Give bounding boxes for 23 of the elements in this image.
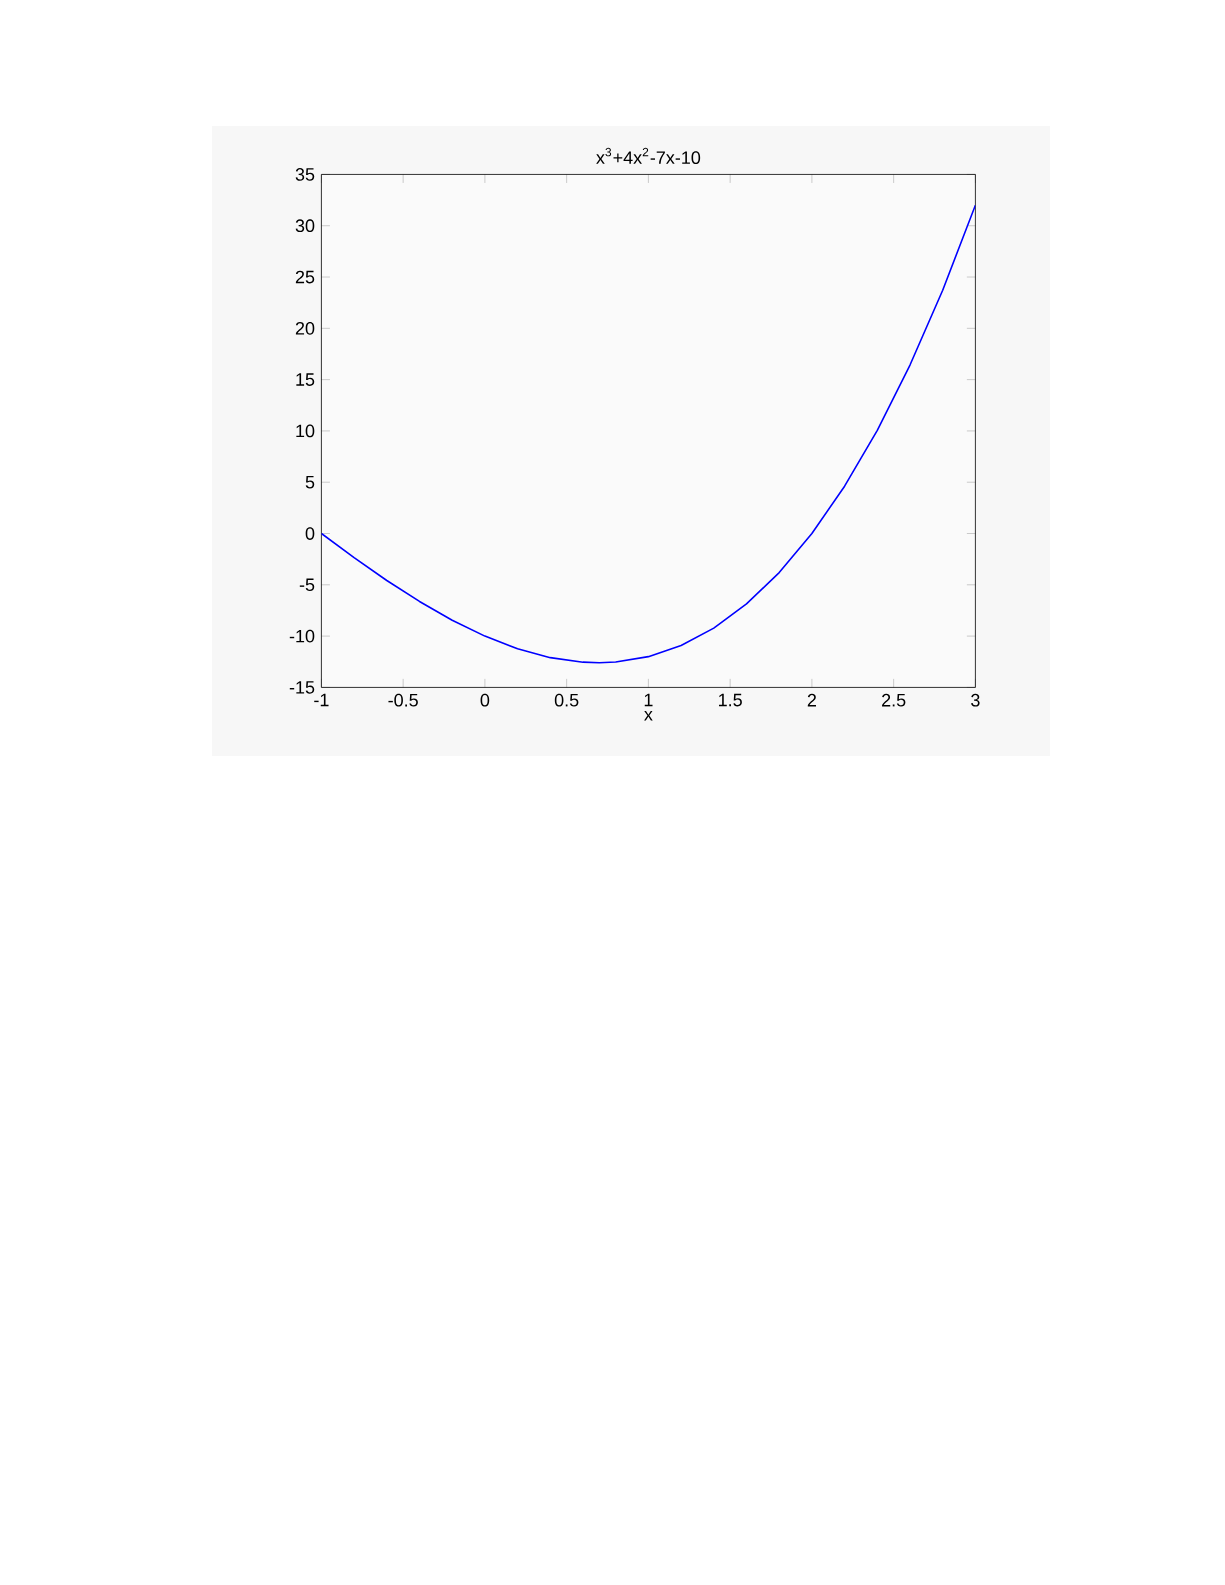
x-tick-label: 2 xyxy=(807,693,816,707)
x-axis-title: x xyxy=(644,710,653,721)
x-tick-label: 0.5 xyxy=(554,693,579,707)
x-tick-label: -1 xyxy=(314,693,329,707)
y-tick-label: 25 xyxy=(295,270,315,284)
y-tick-label: -15 xyxy=(289,681,315,694)
x-tick-label: -0.5 xyxy=(388,693,418,707)
x-tick-label: 2.5 xyxy=(882,693,906,707)
y-tick-label: -5 xyxy=(299,578,315,592)
line-series xyxy=(321,204,976,664)
y-tick-label: 5 xyxy=(305,475,315,489)
y-tick-label: 10 xyxy=(296,424,315,438)
chart-title: x$^{3}$+4x$^{2}$-7x-10 xyxy=(596,147,701,165)
y-tick-label: 30 xyxy=(295,219,315,233)
x-tick-label: 0 xyxy=(480,693,490,707)
x-tick-label: 1 xyxy=(644,693,653,707)
y-tick-label: 0 xyxy=(305,527,315,540)
x-tick-label: 3 xyxy=(971,693,980,707)
y-tick-label: 20 xyxy=(295,321,315,335)
x-tick-label: 1.5 xyxy=(719,693,742,707)
y-tick-label: 15 xyxy=(296,373,315,386)
y-tick-label: -10 xyxy=(289,629,315,643)
y-tick-label: 35 xyxy=(295,168,315,181)
